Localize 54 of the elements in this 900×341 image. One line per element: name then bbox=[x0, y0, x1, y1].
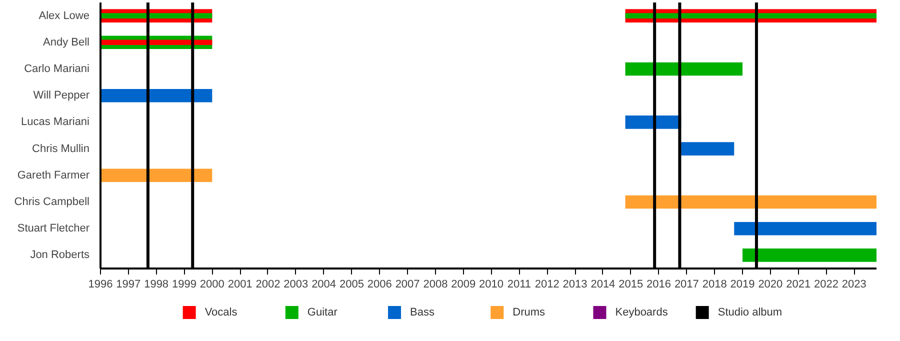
x-tick-label: 2012 bbox=[534, 278, 560, 290]
y-tick-label: Stuart Fletcher bbox=[17, 222, 90, 235]
bar bbox=[742, 248, 876, 262]
x-tick-label: 2008 bbox=[423, 278, 448, 290]
bar bbox=[100, 40, 212, 46]
x-tick-label: 2021 bbox=[786, 278, 811, 290]
y-tick-label: Lucas Mariani bbox=[21, 116, 90, 128]
y-tick-label: Gareth Farmer bbox=[17, 169, 90, 182]
x-tick-label: 2022 bbox=[814, 278, 839, 290]
bar bbox=[100, 13, 212, 18]
x-tick-label: 2016 bbox=[646, 278, 672, 290]
bar bbox=[625, 62, 743, 76]
bar bbox=[625, 195, 876, 209]
legend-label: Bass bbox=[410, 306, 435, 318]
x-tick-label: 1998 bbox=[144, 278, 169, 290]
y-tick-label: Carlo Mariani bbox=[24, 63, 90, 75]
x-tick-label: 1997 bbox=[116, 278, 141, 290]
x-tick-label: 2004 bbox=[312, 278, 336, 290]
x-tick-label: 2010 bbox=[479, 278, 504, 290]
x-tick-label: 2011 bbox=[507, 278, 532, 290]
x-tick-label: 2001 bbox=[228, 278, 252, 290]
y-tick-label: Will Pepper bbox=[33, 90, 90, 102]
legend-label: Vocals bbox=[204, 306, 238, 318]
x-tick-label: 2002 bbox=[256, 278, 280, 290]
y-tick-label: Alex Lowe bbox=[38, 10, 90, 22]
x-tick-label: 2007 bbox=[395, 278, 420, 290]
x-tick-label: 2009 bbox=[451, 278, 476, 290]
bar bbox=[625, 13, 876, 18]
x-tick-label: 2013 bbox=[562, 278, 588, 290]
x-tick-label: 2023 bbox=[842, 278, 866, 290]
bar bbox=[681, 142, 734, 156]
x-tick-label: 2017 bbox=[674, 278, 699, 290]
legend-label: Guitar bbox=[307, 306, 338, 318]
x-tick-label: 2019 bbox=[730, 278, 755, 290]
y-tick-label: Andy Bell bbox=[43, 36, 90, 48]
bar bbox=[734, 222, 876, 236]
bar bbox=[100, 168, 212, 182]
legend-label: Studio album bbox=[718, 306, 782, 318]
x-tick-label: 2015 bbox=[618, 278, 644, 290]
y-tick-label: Chris Mullin bbox=[32, 142, 90, 155]
x-tick-label: 2005 bbox=[339, 278, 364, 290]
y-tick-label: Jon Roberts bbox=[30, 249, 90, 262]
bar bbox=[100, 88, 212, 102]
x-tick-label: 2006 bbox=[367, 278, 392, 290]
x-tick-label: 2020 bbox=[758, 278, 783, 290]
x-tick-label: 2003 bbox=[284, 278, 308, 290]
legend-label: Keyboards bbox=[615, 306, 668, 318]
x-tick-label: 2014 bbox=[590, 278, 616, 290]
y-tick-label: Chris Campbell bbox=[14, 196, 90, 208]
x-tick-label: 1999 bbox=[172, 278, 196, 290]
x-tick-label: 2018 bbox=[702, 278, 727, 290]
x-tick-label: 1996 bbox=[88, 278, 113, 290]
legend-label: Drums bbox=[512, 306, 546, 318]
x-tick-label: 2000 bbox=[200, 278, 224, 290]
